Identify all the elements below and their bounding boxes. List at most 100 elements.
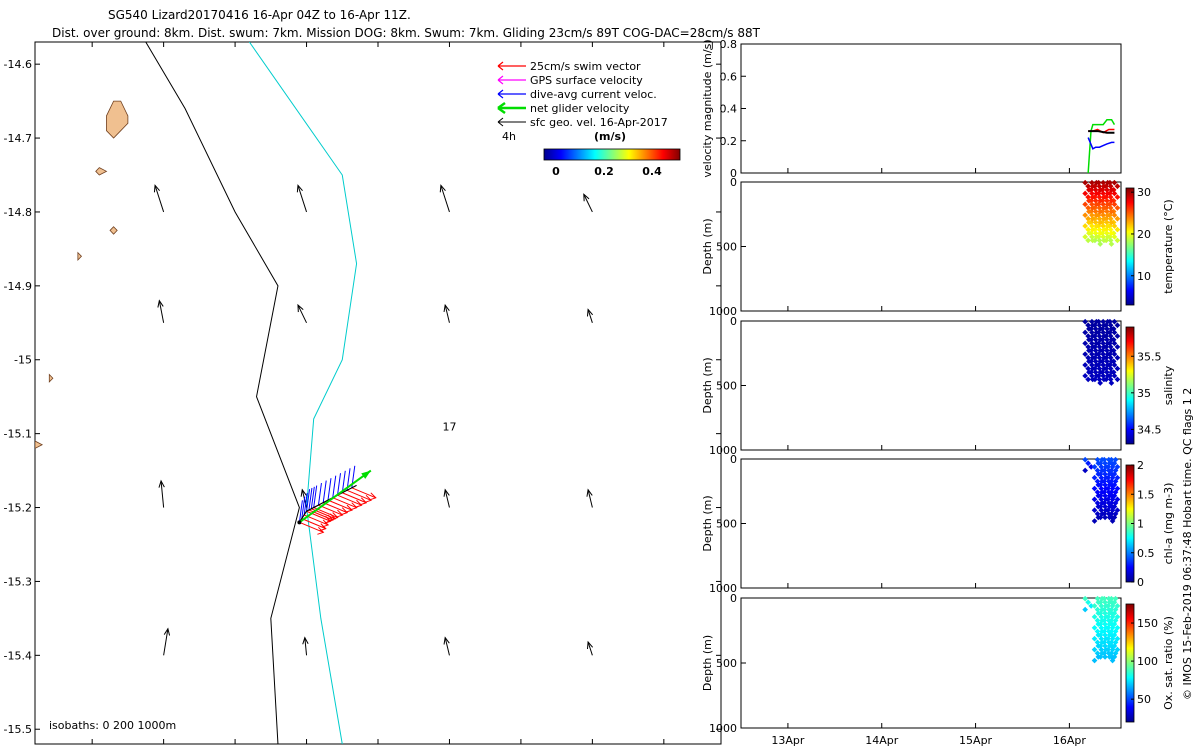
profile-point xyxy=(1104,212,1111,218)
track-start-marker xyxy=(297,520,302,525)
swim-vector-arrow xyxy=(337,494,362,506)
map-ytick-label: -15.5 xyxy=(4,723,32,736)
island xyxy=(109,226,118,235)
profile-point xyxy=(1093,372,1100,379)
current-arrowhead xyxy=(163,627,171,636)
profile-point xyxy=(1102,474,1109,481)
profile-point xyxy=(1114,194,1121,200)
profile-point xyxy=(1098,474,1105,481)
profile-point xyxy=(1092,358,1099,365)
profile-point xyxy=(1108,510,1115,517)
profile-point xyxy=(1092,369,1099,376)
colorbar-label: salinity xyxy=(1162,365,1175,405)
profile-point xyxy=(1102,485,1109,492)
profile-point xyxy=(1092,230,1099,237)
profile-point xyxy=(1094,639,1101,646)
profile-point xyxy=(1100,318,1107,325)
dive-avg-current-arrow xyxy=(341,470,346,493)
profile-point xyxy=(1093,351,1100,357)
profile-point xyxy=(1111,362,1118,368)
panel-ytick-label: 500 xyxy=(716,657,737,670)
profile-point xyxy=(1098,507,1105,514)
panel-ytick-label: 1000 xyxy=(709,305,737,318)
swim-vector-arrow xyxy=(351,487,376,499)
swim-vector-arrow xyxy=(301,518,326,530)
profile-point xyxy=(1104,372,1111,379)
profile-point xyxy=(1086,326,1092,332)
profile-point xyxy=(1108,380,1115,386)
panel-ytick-label: 500 xyxy=(716,380,737,393)
colorbar-tick-label: 1.5 xyxy=(1137,488,1155,501)
profile-point xyxy=(1104,358,1110,365)
map-ytick-label: -14.7 xyxy=(4,132,32,145)
colorbar-tick-label: 150 xyxy=(1137,617,1158,630)
profile-point xyxy=(1101,333,1107,339)
profile-point xyxy=(1092,197,1099,204)
current-arrowhead xyxy=(302,636,309,645)
velocity-panel: 0 0.2 0.4 0.6 0.8 velocity magnitude (m/s)J xyxy=(701,38,1122,180)
profile-point xyxy=(1091,464,1098,470)
profile-point xyxy=(1114,614,1121,620)
map-ytick-label: -14.9 xyxy=(4,280,32,293)
profile-point xyxy=(1089,365,1096,372)
current-arrowhead xyxy=(296,184,303,193)
profile-point xyxy=(1100,351,1107,357)
profile-point xyxy=(1093,318,1100,325)
profile-point xyxy=(1111,471,1118,477)
profile-point xyxy=(1091,518,1098,524)
profile-point xyxy=(1111,318,1118,325)
profile-point xyxy=(1099,606,1105,613)
profile-point xyxy=(1095,514,1102,521)
profile-point xyxy=(1092,208,1099,215)
profile-point xyxy=(1096,215,1103,222)
profile-point xyxy=(1091,635,1098,642)
profile-point xyxy=(1082,372,1088,379)
profile-point xyxy=(1102,635,1109,642)
dive-avg-current-arrow xyxy=(332,475,337,498)
profile-point xyxy=(1094,650,1101,657)
profile-point xyxy=(1092,347,1099,354)
panel-colorbar xyxy=(1125,326,1135,445)
profile-point xyxy=(1101,354,1107,361)
profile-point xyxy=(1108,326,1115,332)
profile-point xyxy=(1089,354,1096,361)
oxygen-panel: 0 500 1000 Depth (m) 50 100 150 Ox. sat. ratio … xyxy=(701,592,1175,735)
profile-point xyxy=(1085,460,1091,467)
swim-vector-arrow xyxy=(346,489,372,501)
profile-point xyxy=(1086,369,1092,376)
current-arrowhead xyxy=(586,640,594,650)
profile-point xyxy=(1082,362,1088,368)
map-xtick-label: 145.6 xyxy=(148,748,180,750)
dive-avg-current-arrow xyxy=(301,496,306,519)
profile-point xyxy=(1111,212,1118,218)
isobaths xyxy=(145,42,358,744)
legend-swim-arrow-icon xyxy=(497,61,504,71)
profile-point xyxy=(1086,187,1092,193)
profile-point xyxy=(1089,212,1095,218)
profile-point xyxy=(1111,632,1118,638)
map-xtick-label: 146.2 xyxy=(577,748,609,750)
current-arrowhead xyxy=(586,308,594,317)
panel-ytick-label: 500 xyxy=(716,241,737,254)
profile-point xyxy=(1102,492,1108,499)
profile-point xyxy=(1107,354,1114,361)
profile-point xyxy=(1093,190,1100,197)
profile-point xyxy=(1086,358,1092,365)
profile-point xyxy=(1101,376,1107,383)
profile-point xyxy=(1111,599,1118,606)
profile-point xyxy=(1086,336,1092,343)
profile-point xyxy=(1108,369,1115,376)
profile-point xyxy=(1107,344,1114,350)
current-arrowhead xyxy=(443,636,450,645)
isobath-label: isobaths: 0 200 1000m xyxy=(49,719,176,732)
panel-ytick-label: 1000 xyxy=(709,444,737,457)
panel-ytick-label: 0 xyxy=(730,167,737,180)
profile-point xyxy=(1099,467,1105,474)
profile-point xyxy=(1104,233,1111,240)
profile-point xyxy=(1102,621,1108,627)
profile-point xyxy=(1111,201,1118,208)
current-arrow xyxy=(583,194,593,213)
profile-point xyxy=(1108,208,1115,215)
profile-point xyxy=(1096,344,1103,350)
map-frame xyxy=(34,41,722,745)
